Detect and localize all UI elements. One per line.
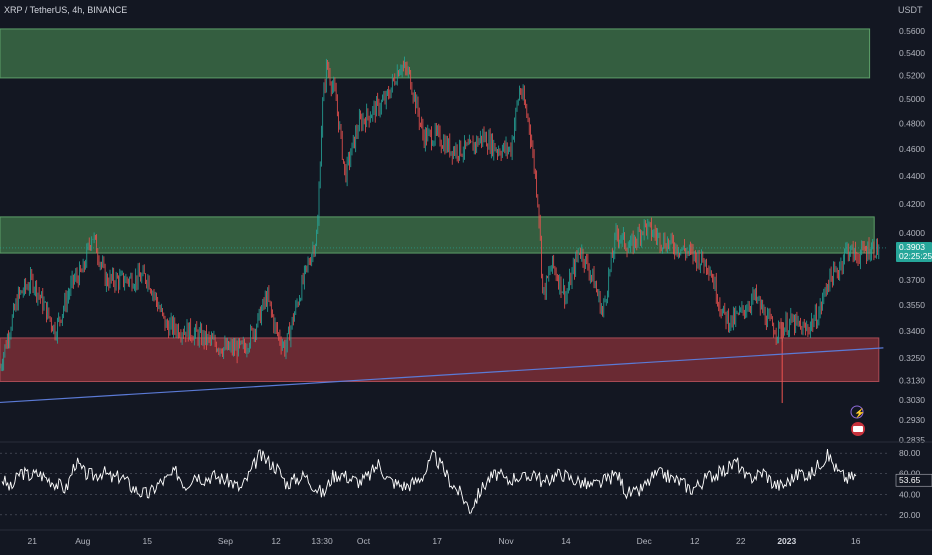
rsi-tick-label: 40.00: [899, 489, 921, 499]
x-tick-label: 12: [271, 536, 281, 546]
y-tick-label: 0.4600: [899, 144, 925, 154]
rsi-value-badge: [895, 473, 932, 487]
x-tick-label: Aug: [75, 536, 90, 546]
y-tick-label: 0.3400: [899, 326, 925, 336]
x-tick-label: 15: [142, 536, 152, 546]
countdown-label: 02:25:25: [899, 251, 932, 261]
x-tick-label: 2023: [777, 536, 796, 546]
rsi-tick-label: 60.00: [899, 469, 921, 479]
y-tick-label: 0.4000: [899, 228, 925, 238]
rsi-line: [1, 448, 857, 514]
x-tick-label: Oct: [357, 536, 371, 546]
y-tick-label: 0.5200: [899, 71, 925, 81]
y-tick-label: 0.2930: [899, 415, 925, 425]
y-tick-label: 0.3250: [899, 353, 925, 363]
trendline: [0, 347, 884, 404]
x-tick-label: 16: [851, 536, 861, 546]
rsi-tick-label: 20.00: [899, 510, 921, 520]
y-tick-label: 0.4800: [899, 119, 925, 129]
rsi-tick-label: 80.00: [899, 448, 921, 458]
y-tick-label: 0.2835: [899, 435, 925, 445]
last-price-label: 0.3903: [899, 242, 925, 252]
zone-red-2: [0, 337, 880, 382]
x-tick-label: Nov: [499, 536, 515, 546]
y-tick-label: 0.5400: [899, 48, 925, 58]
zone-green-0: [0, 28, 871, 79]
y-tick-label: 0.4400: [899, 171, 925, 181]
lightning-icon: [850, 405, 864, 419]
x-tick-label: 14: [561, 536, 571, 546]
y-tick-label: 0.3700: [899, 275, 925, 285]
x-tick-label: 21: [27, 536, 37, 546]
x-tick-label: 17: [432, 536, 442, 546]
y-tick-label: 0.3130: [899, 376, 925, 386]
y-tick-label: 0.5600: [899, 26, 925, 36]
y-tick-label: 0.3550: [899, 300, 925, 310]
x-tick-label: 13:30: [311, 536, 333, 546]
x-tick-label: 22: [736, 536, 746, 546]
rsi-value-label: 53.65: [899, 475, 921, 485]
currency-label: USDT: [898, 5, 923, 15]
y-tick-label: 0.5000: [899, 94, 925, 104]
lightning-icon-glyph: ⚡: [854, 407, 865, 419]
x-tick-label: 12: [690, 536, 700, 546]
last-price-badge: [896, 241, 932, 262]
event-icon-glyph: [853, 426, 863, 432]
y-tick-label: 0.4200: [899, 199, 925, 209]
x-tick-label: Sep: [218, 536, 233, 546]
zone-green-1: [0, 216, 875, 254]
x-tick-label: Dec: [637, 536, 653, 546]
symbol-header: XRP / TetherUS, 4h, BINANCE: [4, 5, 128, 15]
y-tick-label: 0.3030: [899, 395, 925, 405]
